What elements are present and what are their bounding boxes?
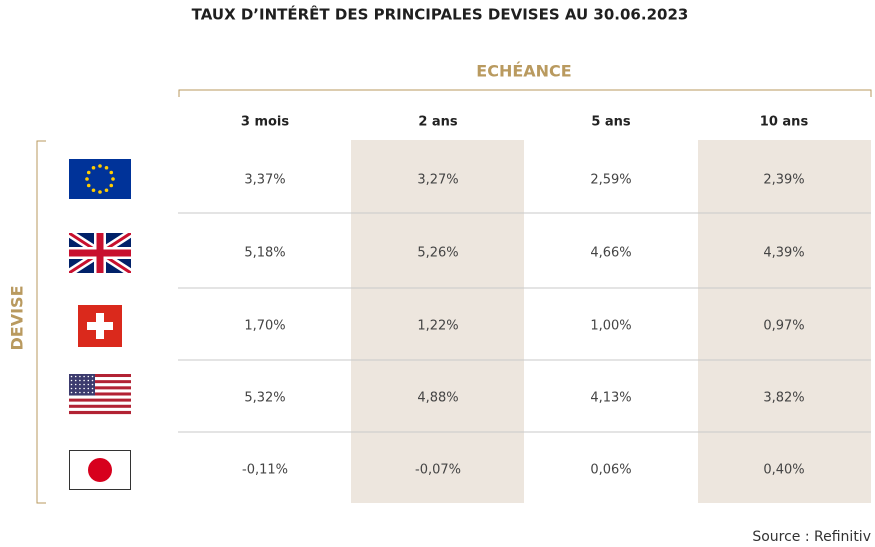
star bbox=[70, 383, 73, 386]
star bbox=[70, 387, 73, 390]
cell: 5,32% bbox=[244, 391, 285, 406]
star bbox=[104, 165, 109, 170]
star bbox=[91, 165, 96, 170]
title: TAUX D’INTÉRÊT DES PRINCIPALES DEVISES A… bbox=[192, 5, 689, 24]
star bbox=[86, 183, 91, 188]
star bbox=[70, 375, 73, 378]
stripe bbox=[69, 410, 131, 415]
stripe bbox=[69, 398, 131, 402]
star bbox=[87, 379, 90, 382]
cell: -0,07% bbox=[415, 463, 461, 478]
table: 3 mois 2 ans 5 ans 10 ans 3,37% 3,27% 2,59% 2,3… bbox=[178, 115, 871, 478]
cell: 4,88% bbox=[417, 391, 458, 406]
star bbox=[70, 379, 73, 382]
row-bracket bbox=[36, 140, 46, 504]
cell: 5,26% bbox=[417, 246, 458, 261]
star bbox=[79, 391, 81, 394]
star bbox=[79, 383, 81, 386]
star bbox=[85, 177, 89, 181]
star bbox=[109, 183, 114, 188]
star bbox=[104, 188, 109, 193]
star bbox=[83, 379, 85, 382]
star bbox=[98, 164, 102, 168]
cell: -0,11% bbox=[242, 463, 288, 478]
column-header: 5 ans bbox=[591, 115, 631, 130]
star bbox=[79, 379, 81, 382]
cell: 4,66% bbox=[590, 246, 631, 261]
cell: 2,39% bbox=[763, 173, 804, 188]
cell: 1,70% bbox=[244, 319, 285, 334]
cell: 1,00% bbox=[590, 319, 631, 334]
cell: 5,18% bbox=[244, 246, 285, 261]
star bbox=[91, 383, 94, 386]
stripe bbox=[69, 395, 131, 399]
star bbox=[74, 375, 77, 378]
column-header: 10 ans bbox=[760, 115, 809, 130]
star bbox=[98, 190, 102, 194]
stripe bbox=[69, 389, 131, 393]
row-group-label: DEVISE bbox=[8, 286, 27, 351]
canton bbox=[69, 374, 95, 396]
cell: 4,13% bbox=[590, 391, 631, 406]
star bbox=[79, 387, 81, 390]
star bbox=[91, 188, 96, 193]
stripe bbox=[69, 377, 131, 381]
star bbox=[74, 387, 77, 390]
flag-ch bbox=[78, 305, 122, 347]
cell: 3,82% bbox=[763, 391, 804, 406]
star bbox=[91, 387, 94, 390]
cell: 0,40% bbox=[763, 463, 804, 478]
stripe bbox=[69, 407, 131, 412]
column-group-label: ECHÉANCE bbox=[476, 62, 571, 81]
star bbox=[111, 177, 115, 181]
cell: 0,06% bbox=[590, 463, 631, 478]
stripe bbox=[69, 383, 131, 387]
stripe bbox=[69, 404, 131, 408]
star bbox=[91, 391, 94, 394]
column-header: 3 mois bbox=[241, 115, 290, 130]
column-shade bbox=[351, 140, 524, 503]
stripe bbox=[69, 401, 131, 405]
cell: 2,59% bbox=[590, 173, 631, 188]
flag-uk bbox=[69, 233, 131, 273]
star bbox=[74, 391, 77, 394]
stripe bbox=[69, 380, 131, 384]
flag-jp bbox=[69, 450, 131, 490]
star bbox=[87, 387, 90, 390]
star bbox=[83, 375, 85, 378]
cell: 4,39% bbox=[763, 246, 804, 261]
cell: 3,27% bbox=[417, 173, 458, 188]
flag-eu bbox=[69, 159, 131, 199]
star bbox=[70, 391, 73, 394]
star bbox=[87, 391, 90, 394]
star bbox=[91, 375, 94, 378]
stripe bbox=[69, 386, 131, 390]
star bbox=[83, 391, 85, 394]
star bbox=[87, 383, 90, 386]
column-bracket bbox=[178, 89, 872, 97]
cell: 3,37% bbox=[244, 173, 285, 188]
column-header: 2 ans bbox=[418, 115, 458, 130]
star bbox=[86, 170, 91, 175]
cell: 1,22% bbox=[417, 319, 458, 334]
column-shade bbox=[698, 140, 871, 503]
source: Source : Refinitiv bbox=[752, 529, 871, 545]
star bbox=[79, 375, 81, 378]
stripe bbox=[69, 392, 131, 396]
star bbox=[74, 379, 77, 382]
star bbox=[91, 379, 94, 382]
star bbox=[87, 375, 90, 378]
star bbox=[109, 170, 114, 175]
star bbox=[74, 383, 77, 386]
cell: 0,97% bbox=[763, 319, 804, 334]
stripe bbox=[69, 374, 131, 378]
star bbox=[83, 383, 85, 386]
flag-us bbox=[69, 374, 131, 415]
star bbox=[83, 387, 85, 390]
